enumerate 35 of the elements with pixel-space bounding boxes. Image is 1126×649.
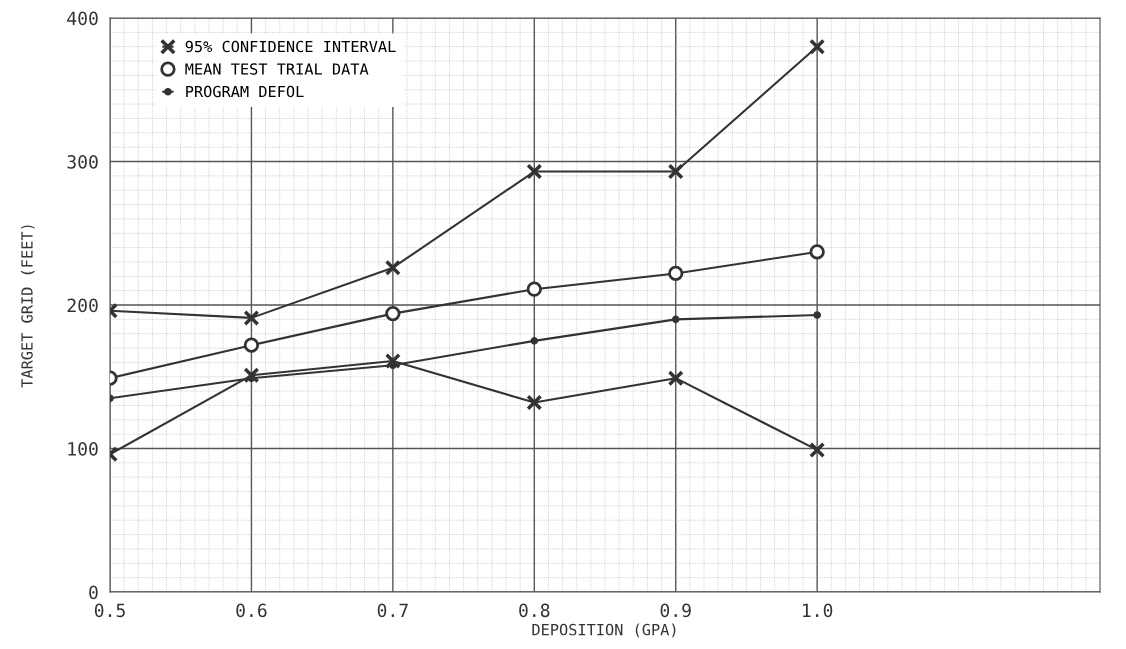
y-tick-label: 0 <box>89 585 98 600</box>
x-tick-label: 0.8 <box>519 603 550 618</box>
legend-label: 95% CONFIDENCE INTERVAL <box>185 40 396 53</box>
point <box>809 244 825 260</box>
y-tick-label: 400 <box>67 11 98 26</box>
point <box>667 163 684 180</box>
point <box>384 259 401 276</box>
point <box>247 374 256 383</box>
x-tick-label: 1.0 <box>803 603 833 618</box>
point <box>385 305 401 322</box>
point <box>243 367 260 384</box>
point <box>668 265 684 282</box>
point <box>530 337 539 345</box>
x-tick-label: 0.7 <box>377 603 408 618</box>
point <box>671 315 680 324</box>
point <box>526 281 542 297</box>
x-tick-label: 0.9 <box>660 603 691 618</box>
point <box>526 163 543 180</box>
point <box>813 311 821 319</box>
y-tick-label: 100 <box>68 442 98 456</box>
legend-label: PROGRAM DEFOL <box>186 85 304 98</box>
x-axis-title: DEPOSITION (GPA) <box>532 623 676 638</box>
point <box>809 441 826 458</box>
y-tick-label: 200 <box>67 298 98 313</box>
x-tick-label: 0.6 <box>236 603 267 618</box>
y-tick-label: 300 <box>67 155 98 169</box>
point <box>667 370 684 387</box>
point <box>243 337 260 353</box>
x-tick-label: 0.5 <box>94 603 125 618</box>
point <box>526 394 543 411</box>
point <box>809 38 826 55</box>
legend-label: MEAN TEST TRIAL DATA <box>185 63 369 75</box>
y-axis-title: TARGET GRID (FEET) <box>20 225 35 388</box>
point <box>243 309 260 326</box>
point <box>384 352 401 369</box>
